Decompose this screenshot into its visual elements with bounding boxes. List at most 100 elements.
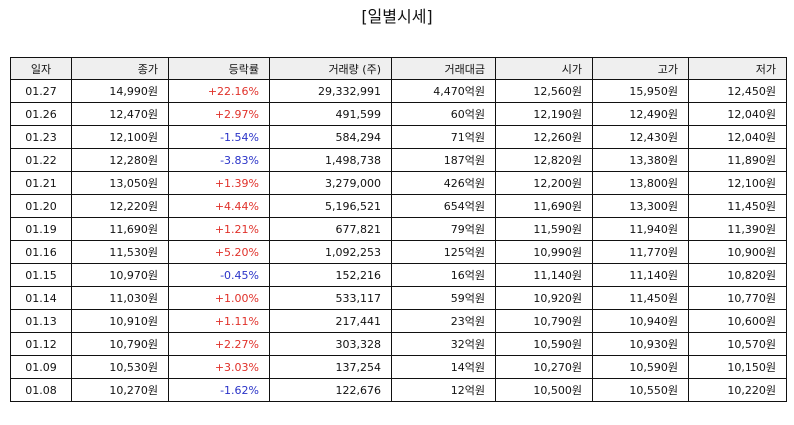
- cell-date: 01.22: [10, 148, 72, 172]
- cell-change-rate: -1.54%: [168, 125, 270, 149]
- cell-close: 11,530원: [71, 240, 169, 264]
- cell-date: 01.13: [10, 309, 72, 333]
- table-header-row: 일자 종가 등락률 거래량 (주) 거래대금 시가 고가 저가: [10, 57, 787, 80]
- daily-price-table: 일자 종가 등락률 거래량 (주) 거래대금 시가 고가 저가 01.27 14,…: [10, 57, 787, 402]
- cell-amount: 59억원: [391, 286, 496, 310]
- cell-open: 12,200원: [495, 171, 593, 195]
- cell-close: 10,790원: [71, 332, 169, 356]
- table-row: 01.13 10,910원 +1.11% 217,441 23억원 10,790원 10,9…: [10, 309, 787, 333]
- table-row: 01.14 11,030원 +1.00% 533,117 59억원 10,920원 11,4…: [10, 286, 787, 310]
- cell-low: 10,150원: [688, 355, 787, 379]
- table-row: 01.27 14,990원 +22.16% 29,332,991 4,470억원 12,5…: [10, 79, 787, 103]
- cell-volume: 29,332,991: [269, 79, 392, 103]
- cell-amount: 4,470억원: [391, 79, 496, 103]
- cell-open: 12,560원: [495, 79, 593, 103]
- table-row: 01.21 13,050원 +1.39% 3,279,000 426억원 12,200원 1…: [10, 171, 787, 195]
- header-volume: 거래량 (주): [269, 57, 392, 80]
- cell-change-rate: +3.03%: [168, 355, 270, 379]
- cell-date: 01.21: [10, 171, 72, 195]
- cell-amount: 12억원: [391, 378, 496, 402]
- cell-volume: 5,196,521: [269, 194, 392, 218]
- cell-change-rate: +1.00%: [168, 286, 270, 310]
- cell-volume: 303,328: [269, 332, 392, 356]
- cell-date: 01.15: [10, 263, 72, 287]
- cell-volume: 584,294: [269, 125, 392, 149]
- cell-low: 12,040원: [688, 125, 787, 149]
- table-row: 01.22 12,280원 -3.83% 1,498,738 187억원 12,820원 1…: [10, 148, 787, 172]
- table-row: 01.12 10,790원 +2.27% 303,328 32억원 10,590원 10,9…: [10, 332, 787, 356]
- cell-high: 12,490원: [592, 102, 689, 126]
- cell-low: 10,900원: [688, 240, 787, 264]
- cell-high: 13,300원: [592, 194, 689, 218]
- header-change-rate: 등락률: [168, 57, 270, 80]
- cell-change-rate: +4.44%: [168, 194, 270, 218]
- cell-close: 10,530원: [71, 355, 169, 379]
- cell-open: 12,190원: [495, 102, 593, 126]
- cell-low: 12,450원: [688, 79, 787, 103]
- cell-date: 01.27: [10, 79, 72, 103]
- table-row: 01.16 11,530원 +5.20% 1,092,253 125억원 10,990원 1…: [10, 240, 787, 264]
- cell-high: 10,590원: [592, 355, 689, 379]
- table-row: 01.26 12,470원 +2.97% 491,599 60억원 12,190원 12,4…: [10, 102, 787, 126]
- cell-volume: 217,441: [269, 309, 392, 333]
- cell-high: 11,450원: [592, 286, 689, 310]
- cell-low: 10,600원: [688, 309, 787, 333]
- cell-high: 10,930원: [592, 332, 689, 356]
- cell-amount: 23억원: [391, 309, 496, 333]
- cell-amount: 32억원: [391, 332, 496, 356]
- cell-open: 11,140원: [495, 263, 593, 287]
- cell-amount: 426억원: [391, 171, 496, 195]
- cell-low: 11,450원: [688, 194, 787, 218]
- cell-change-rate: +5.20%: [168, 240, 270, 264]
- cell-amount: 187억원: [391, 148, 496, 172]
- cell-low: 12,040원: [688, 102, 787, 126]
- cell-close: 10,270원: [71, 378, 169, 402]
- cell-open: 10,990원: [495, 240, 593, 264]
- cell-amount: 71억원: [391, 125, 496, 149]
- cell-date: 01.09: [10, 355, 72, 379]
- cell-high: 12,430원: [592, 125, 689, 149]
- cell-change-rate: +1.21%: [168, 217, 270, 241]
- cell-change-rate: -3.83%: [168, 148, 270, 172]
- table-row: 01.19 11,690원 +1.21% 677,821 79억원 11,590원 11,9…: [10, 217, 787, 241]
- cell-volume: 677,821: [269, 217, 392, 241]
- header-open: 시가: [495, 57, 593, 80]
- cell-close: 12,100원: [71, 125, 169, 149]
- header-close: 종가: [71, 57, 169, 80]
- cell-low: 10,770원: [688, 286, 787, 310]
- cell-change-rate: +2.27%: [168, 332, 270, 356]
- table-row: 01.15 10,970원 -0.45% 152,216 16억원 11,140원 11,1…: [10, 263, 787, 287]
- cell-close: 11,030원: [71, 286, 169, 310]
- cell-high: 11,140원: [592, 263, 689, 287]
- cell-open: 11,590원: [495, 217, 593, 241]
- cell-date: 01.23: [10, 125, 72, 149]
- cell-change-rate: +22.16%: [168, 79, 270, 103]
- table-body: 01.27 14,990원 +22.16% 29,332,991 4,470억원 12,5…: [10, 79, 787, 402]
- cell-low: 10,220원: [688, 378, 787, 402]
- cell-volume: 3,279,000: [269, 171, 392, 195]
- cell-close: 10,910원: [71, 309, 169, 333]
- cell-open: 10,590원: [495, 332, 593, 356]
- cell-amount: 79억원: [391, 217, 496, 241]
- cell-close: 12,220원: [71, 194, 169, 218]
- cell-date: 01.08: [10, 378, 72, 402]
- cell-amount: 14억원: [391, 355, 496, 379]
- cell-close: 13,050원: [71, 171, 169, 195]
- cell-change-rate: +2.97%: [168, 102, 270, 126]
- cell-amount: 60억원: [391, 102, 496, 126]
- cell-date: 01.12: [10, 332, 72, 356]
- cell-high: 13,380원: [592, 148, 689, 172]
- cell-change-rate: +1.11%: [168, 309, 270, 333]
- cell-open: 10,270원: [495, 355, 593, 379]
- cell-low: 11,390원: [688, 217, 787, 241]
- cell-low: 12,100원: [688, 171, 787, 195]
- cell-open: 12,260원: [495, 125, 593, 149]
- cell-high: 13,800원: [592, 171, 689, 195]
- table-row: 01.23 12,100원 -1.54% 584,294 71억원 12,260원 12,4…: [10, 125, 787, 149]
- cell-open: 11,690원: [495, 194, 593, 218]
- cell-change-rate: -1.62%: [168, 378, 270, 402]
- cell-close: 12,470원: [71, 102, 169, 126]
- cell-high: 11,940원: [592, 217, 689, 241]
- header-low: 저가: [688, 57, 787, 80]
- cell-date: 01.16: [10, 240, 72, 264]
